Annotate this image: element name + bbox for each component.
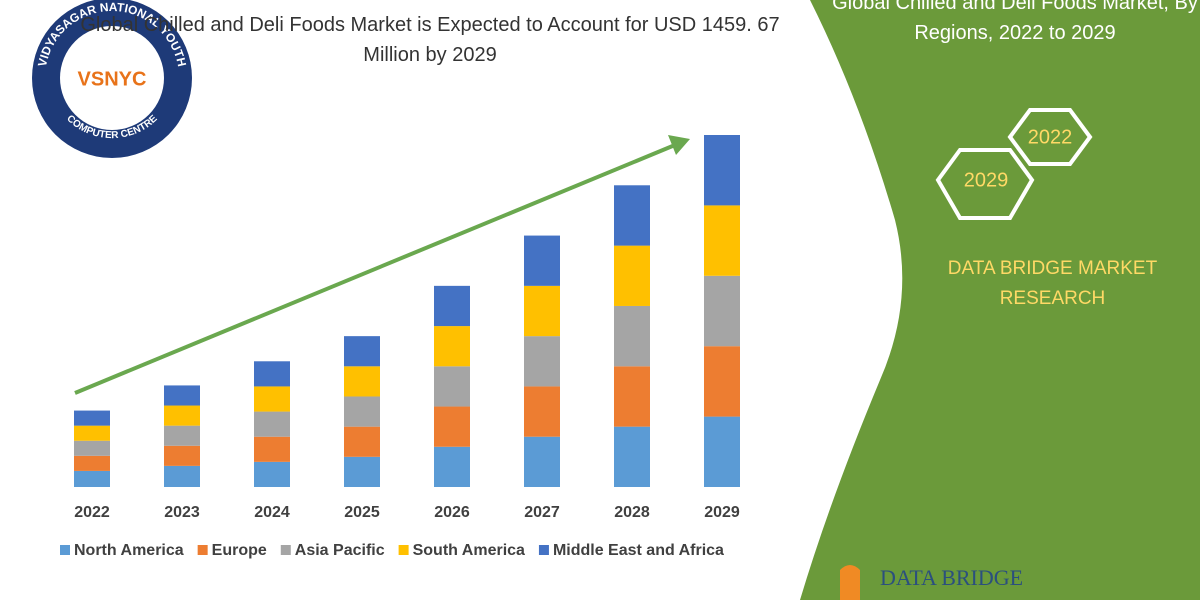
x-tick-label: 2027 — [524, 504, 560, 521]
badge-mark: VSNYC — [78, 68, 147, 90]
x-tick-label: 2025 — [344, 504, 380, 521]
bar-segment — [74, 425, 110, 441]
legend-swatch — [280, 545, 291, 555]
hexagon — [935, 148, 1035, 220]
legend-label: Europe — [212, 542, 267, 559]
bar-segment — [74, 470, 110, 487]
bar-segment — [614, 426, 650, 487]
chart-title: Global Chilled and Deli Foods Market is … — [80, 14, 780, 66]
bar-segment — [164, 385, 200, 406]
bar-segment — [524, 436, 560, 487]
bar-segment — [74, 455, 110, 471]
legend-swatch — [398, 545, 409, 555]
bar-segment — [704, 346, 740, 417]
legend-label: Middle East and Africa — [553, 542, 724, 559]
x-tick-label: 2024 — [254, 504, 290, 521]
bar-segment — [344, 456, 380, 487]
bar-segment — [614, 305, 650, 367]
bar-segment — [614, 366, 650, 427]
bar-segment — [164, 405, 200, 426]
bar-segment — [254, 386, 290, 412]
bar-segment — [164, 465, 200, 487]
bar-segment — [704, 416, 740, 487]
hexagon — [1007, 108, 1093, 166]
bar-segment — [524, 386, 560, 437]
bar-segment — [524, 336, 560, 387]
hex-label: 2029 — [964, 169, 1009, 191]
bar-segment — [434, 326, 470, 367]
bar-segment — [614, 245, 650, 306]
trend-arrowhead — [668, 135, 690, 155]
bar-segment — [614, 185, 650, 246]
bar-segment — [344, 336, 380, 367]
trend-arrow — [74, 143, 676, 395]
bar-segment — [74, 410, 110, 426]
bar-segment — [524, 235, 560, 286]
logo-icon — [840, 565, 860, 600]
bar-segment — [704, 205, 740, 276]
bar-segment — [344, 426, 380, 457]
bar-segment — [344, 366, 380, 397]
x-tick-label: 2026 — [434, 504, 470, 521]
panel-title: Global Chilled and Deli Foods Market, By… — [832, 0, 1198, 44]
legend-label: North America — [74, 542, 184, 559]
legend-swatch — [197, 545, 208, 555]
badge-center — [60, 26, 164, 130]
hex-label: 2022 — [1028, 126, 1073, 148]
bar-segment — [434, 406, 470, 447]
legend-swatch — [538, 545, 549, 555]
bar-segment — [704, 275, 740, 347]
side-panel — [800, 0, 1200, 600]
x-tick-label: 2022 — [74, 504, 110, 521]
bar-segment — [74, 440, 110, 456]
bar-segment — [254, 411, 290, 437]
logo-text: DATA BRIDGE — [880, 565, 1023, 590]
bar-segment — [254, 361, 290, 387]
x-tick-label: 2023 — [164, 504, 200, 521]
bar-segment — [434, 285, 470, 327]
legend-label: Asia Pacific — [295, 542, 385, 559]
bar-segment — [704, 135, 740, 206]
x-tick-label: 2028 — [614, 504, 650, 521]
bar-segment — [524, 285, 560, 337]
bar-segment — [434, 366, 470, 407]
bar-segment — [254, 436, 290, 462]
bar-segment — [344, 396, 380, 427]
bar-segment — [164, 445, 200, 466]
bar-segment — [164, 425, 200, 446]
bar-segment — [254, 461, 290, 487]
x-tick-label: 2029 — [704, 504, 740, 521]
plot: 2022 2023 2024 2025 2026 2027 2028 2029 North Am… — [60, 135, 740, 559]
legend-label: South America — [413, 542, 525, 559]
bar-segment — [434, 446, 470, 487]
brand-text: DATA BRIDGE MARKET RESEARCH — [947, 258, 1158, 309]
legend-swatch — [60, 545, 70, 555]
